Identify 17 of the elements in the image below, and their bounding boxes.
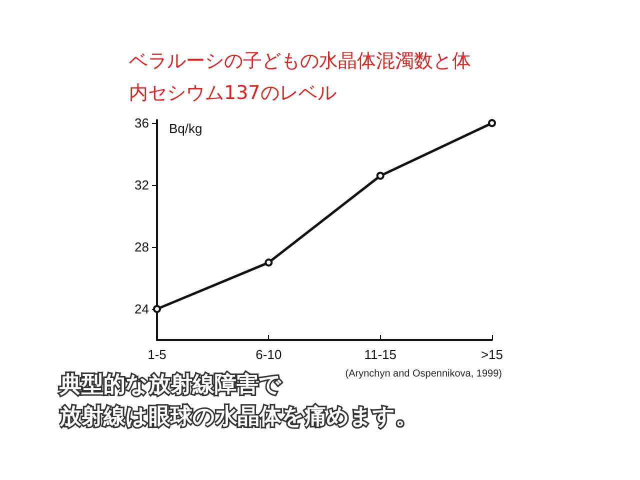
x-tick-label: >15	[480, 347, 504, 362]
x-tick-label: 6-10	[256, 347, 282, 362]
y-tick-label: 36	[134, 116, 149, 131]
x-tick-label: 1-5	[148, 347, 166, 362]
text: 典型的な放射線障害で	[58, 372, 282, 398]
y-tick-label: 24	[134, 302, 149, 317]
y-tick-label: 28	[134, 240, 149, 255]
x-tick-label: 11-15	[364, 347, 396, 362]
y-tick-label: 32	[134, 178, 149, 193]
text: 放射線は眼球の水晶体を痛めます。	[58, 404, 418, 430]
point	[264, 258, 273, 267]
point	[153, 305, 161, 314]
point	[376, 172, 384, 180]
text: (Arynchyn and Ospennikova, 1999)	[345, 368, 502, 380]
y-axis-title: Bq/kg	[169, 121, 202, 136]
chart-title: ベラルーシの子どもの水晶体混濁数と体内セシウム137のレベル	[129, 50, 471, 104]
point	[488, 119, 496, 128]
